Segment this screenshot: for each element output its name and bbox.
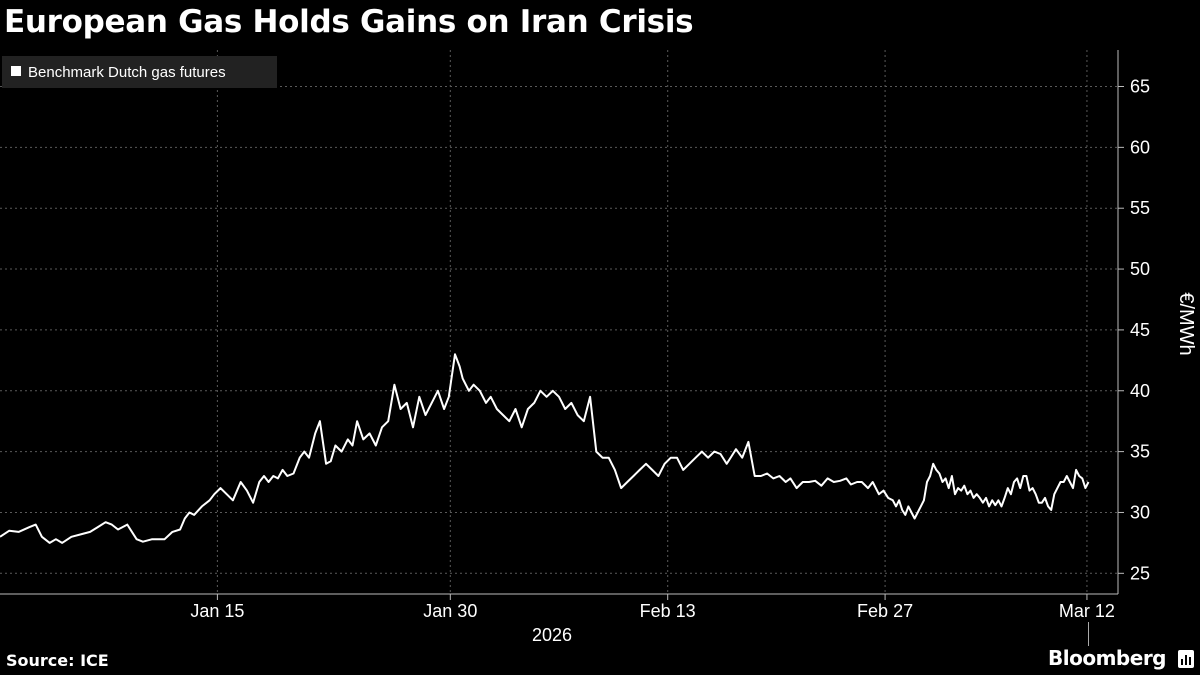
grid-layer xyxy=(0,50,1118,594)
legend-label: Benchmark Dutch gas futures xyxy=(28,64,226,81)
x-tick-label: Feb 27 xyxy=(857,601,913,621)
y-tick-label: 55 xyxy=(1130,198,1150,218)
legend-swatch xyxy=(11,66,21,76)
source-note: Source: ICE xyxy=(6,651,109,670)
y-tick-label: 40 xyxy=(1130,381,1150,401)
x-tick-label: Mar 12 xyxy=(1059,601,1115,621)
y-tick-label: 50 xyxy=(1130,259,1150,279)
y-tick-label: 60 xyxy=(1130,137,1150,157)
y-tick-label: 35 xyxy=(1130,442,1150,462)
y-axis-label: €/MWh xyxy=(1175,292,1197,355)
legend: Benchmark Dutch gas futures xyxy=(2,56,277,88)
x-tick-label: Jan 15 xyxy=(190,601,244,621)
y-tick-label: 65 xyxy=(1130,77,1150,97)
axis-layer: 25 30 35 40 45 50 55 60 65 Jan 15 Jan 30 Feb 13 Feb … xyxy=(0,50,1197,646)
x-axis-label: 2026 xyxy=(532,625,572,645)
y-tick-label: 45 xyxy=(1130,320,1150,340)
x-tick-label: Feb 13 xyxy=(640,601,696,621)
y-tick-label: 25 xyxy=(1130,563,1150,583)
line-layer xyxy=(0,353,1090,544)
series-line-benchmark-dutch-gas-futures xyxy=(0,353,1090,544)
legend-box xyxy=(2,56,277,88)
chart-title: European Gas Holds Gains on Iran Crisis xyxy=(4,4,694,40)
brand-logo: Bloomberg xyxy=(1048,646,1166,670)
x-tick-label: Jan 30 xyxy=(423,601,477,621)
y-tick-label: 30 xyxy=(1130,502,1150,522)
bloomberg-terminal-icon xyxy=(1178,650,1194,668)
